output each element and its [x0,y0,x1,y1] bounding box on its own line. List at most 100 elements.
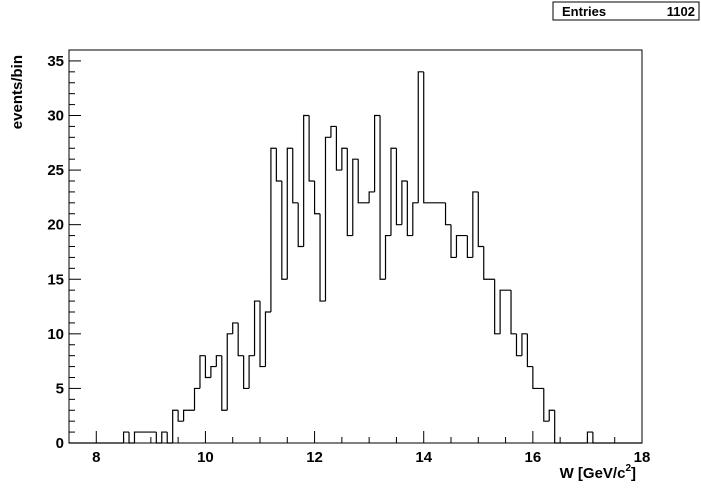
histogram-bin [195,388,200,443]
histogram-bin [549,410,554,443]
y-tick-label: 5 [56,380,64,397]
stats-box-frame [552,1,700,21]
histogram-bin [516,356,521,443]
histogram-bin [353,159,358,443]
x-tick-label: 18 [634,449,651,466]
histogram-bin [205,378,210,444]
histogram-bin [315,214,320,443]
histogram-bin [587,432,592,443]
x-tick-label: 16 [525,449,542,466]
histogram-bin [527,367,532,443]
histogram-bin [456,236,461,443]
histogram-bin [145,432,150,443]
histogram-bin [151,432,156,443]
histogram-bin [435,203,440,443]
y-axis-title: events/bin [9,55,26,129]
histogram-bin [407,236,412,443]
histogram-bin [325,137,330,443]
histogram-bin [189,410,194,443]
histogram-bin [402,181,407,443]
y-tick-label: 0 [56,435,64,452]
histogram-bin [140,432,145,443]
histogram-bin [134,432,139,443]
x-tick-label: 8 [92,449,100,466]
histogram-bin [467,257,472,443]
histogram-bin [375,116,380,444]
histogram-bin [309,181,314,443]
histogram-bin [249,356,254,443]
y-tick-label: 10 [47,326,64,343]
histogram-bin [358,203,363,443]
histogram-bin [500,290,505,443]
histogram-bin [451,257,456,443]
histogram-bin [260,367,265,443]
histogram-bin [184,410,189,443]
histogram-bin [222,410,227,443]
histogram-bin [298,247,303,444]
histogram-bin [544,421,549,443]
histogram-bin [287,148,292,443]
stats-box: Entries 1102 [552,1,700,21]
histogram-bin [347,236,352,443]
histogram-bin [331,126,336,443]
histogram-outline [69,71,642,444]
y-tick-label: 15 [47,271,64,288]
stats-entries-value: 1102 [667,4,695,19]
x-tick-label: 14 [415,449,432,466]
histogram-bin [173,410,178,443]
histogram-bin [364,203,369,443]
histogram-bin [238,356,243,443]
histogram-bin [489,279,494,443]
axes: 8 10 12 14 16 18 0 5 10 15 20 25 30 35 [47,49,651,466]
histogram-bin [293,203,298,443]
histogram-bin [533,388,538,443]
x-axis-title: W [GeV/c2] [560,463,636,482]
histogram-bin [265,312,270,443]
histogram-bin [396,225,401,443]
histogram-bin [506,290,511,443]
histogram-bin [429,203,434,443]
histogram-bin [282,279,287,443]
histogram-bin [391,148,396,443]
x-tick-label: 10 [197,449,214,466]
histogram-bin [386,236,391,443]
x-axis-title-superscript: 2 [625,463,631,474]
histogram-bin [522,334,527,443]
histogram-bin [124,432,129,443]
histogram-bin [227,334,232,443]
histogram-bin [462,236,467,443]
y-tick-label: 25 [47,162,64,179]
histogram-bin [418,72,423,443]
histogram-bin [255,301,260,443]
histogram-bin [336,170,341,443]
histogram-bin [538,388,543,443]
stats-entries-label: Entries [562,4,606,19]
histogram-bin [380,279,385,443]
y-tick-label: 20 [47,217,64,234]
histogram-bin [200,356,205,443]
histogram-bin [369,192,374,443]
histogram-bin [478,247,483,444]
histogram-bin [440,203,445,443]
histogram-bin [276,181,281,443]
histogram-bin [342,148,347,443]
histogram-bin [162,432,167,443]
histogram-bin [211,367,216,443]
histogram-bin [271,148,276,443]
histogram-bin [446,225,451,443]
x-axis-title-suffix: ] [631,465,636,482]
x-tick-label: 12 [306,449,323,466]
y-tick-label: 30 [47,108,64,125]
x-axis-title-main: W [GeV/c [560,465,626,482]
plot-frame [68,49,643,444]
y-tick-label: 35 [47,53,64,70]
histogram-bin [495,334,500,443]
histogram-bin [304,116,309,444]
histogram-bin [413,203,418,443]
histogram-bars [69,71,642,444]
histogram-bin [320,301,325,443]
histogram-bin [244,388,249,443]
histogram-bin [424,203,429,443]
histogram-bin [216,356,221,443]
